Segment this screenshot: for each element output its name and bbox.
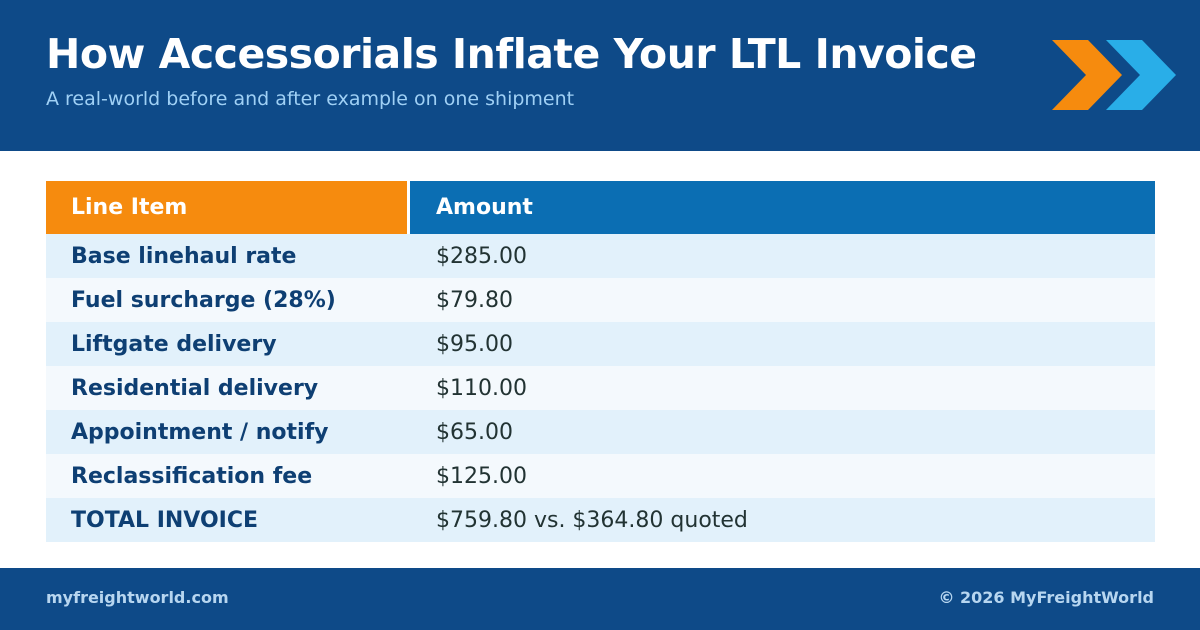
table-row: Residential delivery $110.00 [46, 366, 1155, 410]
table: Line Item Amount Base linehaul rate $285.… [46, 181, 1155, 542]
footer-link: myfreightworld.com [46, 588, 229, 607]
line-item: Fuel surcharge (28%) [71, 287, 336, 313]
line-item: Liftgate delivery [71, 331, 277, 357]
line-item: Base linehaul rate [71, 243, 297, 269]
footer: myfreightworld.com © 2026 MyFreightWorld [0, 568, 1200, 630]
table-header: Line Item Amount [46, 181, 1155, 234]
amount: $110.00 [436, 375, 527, 401]
table-row: TOTAL INVOICE $759.80 vs. $364.80 quoted [46, 498, 1155, 542]
column-header: Amount [410, 181, 1155, 234]
amount: $65.00 [436, 419, 513, 445]
line-item: Residential delivery [71, 375, 319, 401]
logo-arrows [1052, 40, 1176, 110]
table-row: Fuel surcharge (28%) $79.80 [46, 278, 1155, 322]
amount: $95.00 [436, 331, 513, 357]
amount: $285.00 [436, 243, 527, 269]
amount: $759.80 vs. $364.80 quoted [436, 507, 748, 533]
title: How Accessorials Inflate Your LTL Invoic… [46, 30, 977, 78]
table-row: Liftgate delivery $95.00 [46, 322, 1155, 366]
amount: $125.00 [436, 463, 527, 489]
column-header: Line Item [46, 181, 410, 234]
table-row: Base linehaul rate $285.00 [46, 234, 1155, 278]
copyright: © 2026 MyFreightWorld [938, 588, 1154, 607]
line-item: Appointment / notify [71, 419, 329, 445]
line-item: TOTAL INVOICE [71, 507, 259, 533]
table-row: Reclassification fee $125.00 [46, 454, 1155, 498]
table-row: Appointment / notify $65.00 [46, 410, 1155, 454]
line-item: Reclassification fee [71, 463, 313, 489]
subtitle: A real-world before and after example on… [46, 88, 575, 110]
amount: $79.80 [436, 287, 513, 313]
header: How Accessorials Inflate Your LTL Invoic… [0, 0, 1200, 151]
